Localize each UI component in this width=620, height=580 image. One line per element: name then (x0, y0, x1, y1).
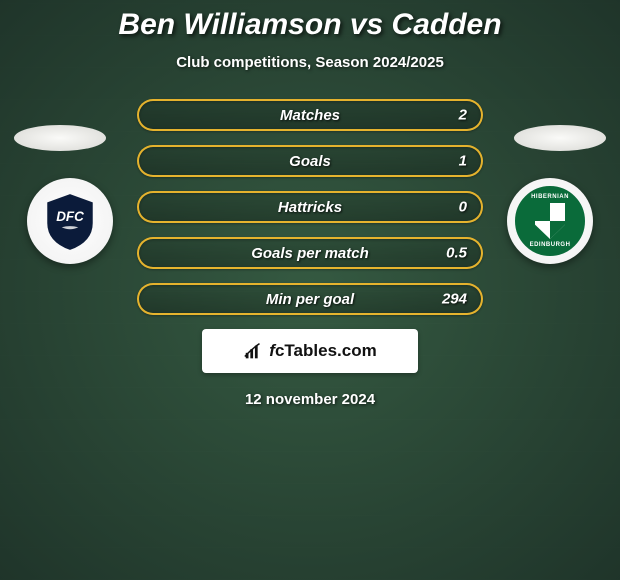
stat-value-right: 1 (459, 153, 467, 170)
stat-row: Min per goal 294 (137, 283, 483, 315)
stat-value-right: 2 (459, 107, 467, 124)
brand-badge: fcTables.com (202, 329, 418, 373)
stat-row: Goals 1 (137, 145, 483, 177)
stat-row: Goals per match 0.5 (137, 237, 483, 269)
crest-text-top: HIBERNIAN (518, 194, 582, 200)
shield-icon (535, 203, 565, 239)
stat-label: Min per goal (266, 291, 354, 308)
crest-initials: DFC (56, 209, 84, 224)
stat-label: Goals (289, 153, 331, 170)
stats-list: Matches 2 Goals 1 Hattricks 0 Goals per … (137, 99, 483, 315)
stat-value-right: 294 (442, 291, 467, 308)
bar-chart-icon (243, 340, 265, 362)
stat-label: Goals per match (251, 245, 369, 262)
shield-icon: DFC (39, 190, 101, 252)
date-text: 12 november 2024 (0, 391, 620, 408)
stat-label: Hattricks (278, 199, 342, 216)
stat-label: Matches (280, 107, 340, 124)
stat-value-right: 0.5 (446, 245, 467, 262)
player-photo-placeholder-right (514, 125, 606, 151)
club-crest-left: DFC (27, 178, 113, 264)
player-photo-placeholder-left (14, 125, 106, 151)
crest-text-bottom: EDINBURGH (518, 242, 582, 248)
page-title: Ben Williamson vs Cadden (0, 8, 620, 42)
page-subtitle: Club competitions, Season 2024/2025 (0, 54, 620, 71)
brand-text: fcTables.com (269, 341, 376, 361)
stat-row: Hattricks 0 (137, 191, 483, 223)
stat-row: Matches 2 (137, 99, 483, 131)
club-crest-right: HIBERNIAN EDINBURGH (507, 178, 593, 264)
stat-value-right: 0 (459, 199, 467, 216)
